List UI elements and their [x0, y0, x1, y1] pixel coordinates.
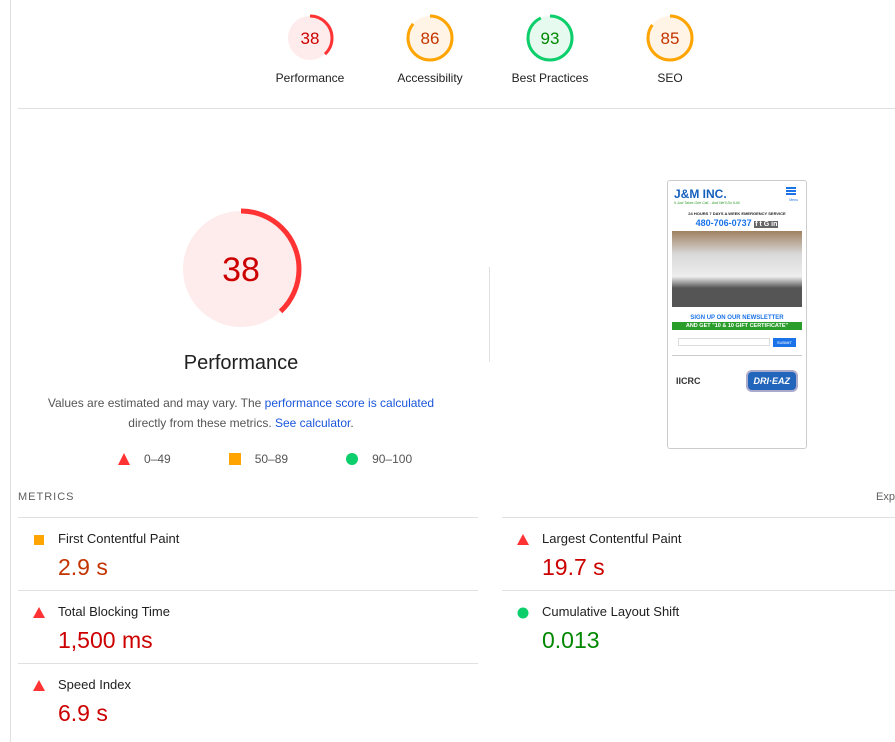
gauge-label: Performance [275, 71, 345, 85]
gauge-label: SEO [657, 71, 683, 85]
gauge-ring: 86 [406, 14, 454, 62]
desc-text: directly from these metrics. [128, 416, 275, 430]
metric-value: 0.013 [542, 627, 600, 653]
metric-speed-index: Speed Index 6.9 s [18, 663, 478, 736]
legend-label: 90–100 [372, 452, 413, 466]
desc-text: . [350, 416, 354, 430]
vertical-divider [489, 267, 490, 362]
desc-text: Values are estimated and may vary. The [47, 396, 265, 410]
legend-fail: 0–49 [118, 452, 171, 466]
square-icon [228, 453, 241, 465]
legend-pass: 90–100 [346, 452, 412, 466]
metric-name: Cumulative Layout Shift [542, 604, 680, 619]
site-service: 24 HOURS 7 DAYS A WEEK EMERGENCY SERVICE [688, 211, 786, 216]
metric-value: 1,500 ms [58, 627, 153, 653]
legend-average: 50–89 [228, 452, 289, 466]
gauge-label: Accessibility [397, 71, 463, 85]
see-calculator-link[interactable]: See calculator [274, 416, 351, 430]
site-tagline: It Just Takes One Call... And We'll Do I… [674, 201, 740, 205]
category-gauge-performance[interactable]: 38 Performance [260, 13, 360, 85]
metric-largest-contentful-paint: Largest Contentful Paint 19.7 s [502, 517, 895, 590]
site-logo: J&M INC. [674, 187, 727, 201]
metric-name: Speed Index [58, 677, 132, 692]
gauge-score: 93 [541, 29, 560, 48]
circle-icon [517, 607, 529, 619]
metric-value: 19.7 s [542, 554, 605, 580]
category-gauge-accessibility[interactable]: 86 Accessibility [380, 13, 480, 85]
site-gift: AND GET "10 & 10 GIFT CERTIFICATE" [672, 322, 802, 330]
category-gauge-seo[interactable]: 85 SEO [620, 13, 720, 85]
header-divider [18, 108, 895, 109]
triangle-icon [33, 607, 45, 618]
performance-title: Performance [183, 352, 299, 374]
square-icon [34, 535, 44, 545]
metrics-header: METRICS [18, 491, 75, 503]
metric-first-contentful-paint: First Contentful Paint 2.9 s [18, 517, 478, 590]
circle-icon [346, 453, 359, 465]
left-border [10, 0, 11, 742]
hamburger-icon [786, 187, 796, 195]
performance-gauge-large: 38 Performance [141, 207, 341, 375]
site-signup: SUBMIT [678, 338, 796, 347]
site-phone-row: 480-706-0737 f t G in [695, 218, 779, 228]
metric-value: 6.9 s [58, 700, 108, 726]
category-gauge-best-practices[interactable]: 93 Best Practices [500, 13, 600, 85]
metric-name: Largest Contentful Paint [542, 531, 682, 546]
metric-name: First Contentful Paint [58, 531, 180, 546]
triangle-icon [118, 453, 130, 465]
performance-gauge-ring: 38 [180, 208, 302, 330]
gauge-score: 85 [661, 29, 680, 48]
iicrc-logo: IICRC [676, 376, 701, 386]
site-phone: 480-706-0737 [695, 218, 752, 228]
site-submit: SUBMIT [772, 338, 796, 347]
performance-description: Values are estimated and may vary. The p… [30, 393, 452, 433]
legend-label: 50–89 [254, 452, 289, 466]
metric-name: Total Blocking Time [58, 604, 170, 619]
gauge-label: Best Practices [511, 71, 589, 85]
gauge-score: 86 [421, 29, 440, 48]
score-legend: 0–49 50–89 90–100 [118, 452, 444, 466]
drieaz-logo: DRI·EAZ [745, 370, 798, 392]
gauge-ring: 38 [286, 14, 334, 62]
gauge-ring: 85 [646, 14, 694, 62]
legend-label: 0–49 [144, 452, 171, 466]
site-newsletter: SIGN UP ON OUR NEWSLETTER [690, 315, 784, 321]
metric-cumulative-layout-shift: Cumulative Layout Shift 0.013 [502, 590, 895, 663]
site-hero-image [672, 231, 802, 307]
gauge-score: 38 [301, 29, 320, 48]
triangle-icon [517, 534, 529, 545]
gauge-ring: 93 [526, 14, 574, 62]
metric-value: 2.9 s [58, 554, 108, 580]
performance-score: 38 [222, 251, 260, 289]
final-screenshot[interactable]: J&M INC. It Just Takes One Call... And W… [667, 180, 807, 449]
site-logos: IICRC DRI·EAZ [676, 370, 798, 392]
score-calculated-link[interactable]: performance score is calculated [264, 396, 435, 410]
triangle-icon [33, 680, 45, 691]
expand-view-toggle[interactable]: Exp [876, 491, 895, 503]
metric-total-blocking-time: Total Blocking Time 1,500 ms [18, 590, 478, 663]
menu-label: Menu [789, 198, 798, 202]
